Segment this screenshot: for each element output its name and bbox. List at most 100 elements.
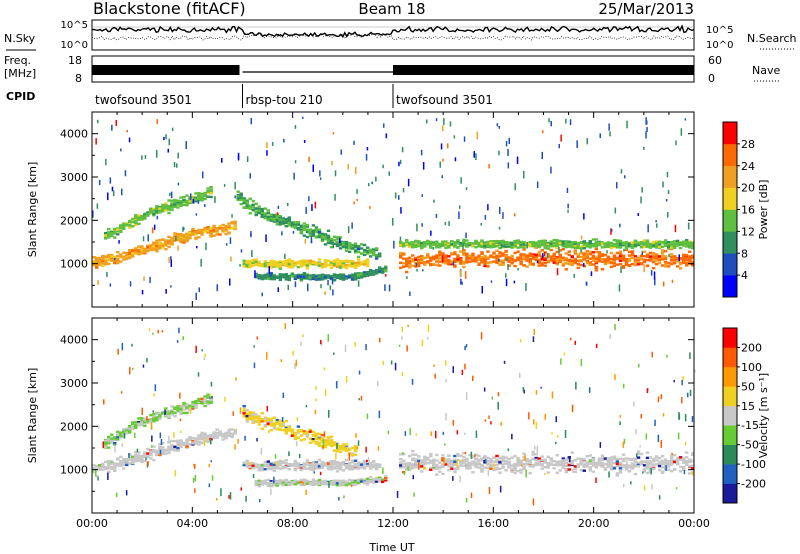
range-cell [450, 260, 454, 263]
range-cell [302, 467, 307, 470]
scatter-cell [230, 256, 232, 262]
range-cell [284, 459, 288, 462]
scatter-cell [308, 156, 310, 163]
range-cell [197, 192, 201, 196]
range-cell [621, 242, 626, 246]
range-cell [221, 438, 225, 441]
range-cell [185, 439, 189, 443]
range-cell [669, 259, 674, 262]
range-cell [305, 264, 310, 267]
range-cell [113, 441, 117, 445]
range-cell [573, 240, 577, 244]
scatter-cell [283, 138, 285, 143]
range-cell [432, 241, 436, 244]
scatter-cell [452, 261, 455, 266]
range-cell [338, 481, 343, 484]
scatter-cell [371, 181, 373, 185]
range-cell [173, 237, 177, 240]
range-cell [272, 213, 276, 217]
range-cell [155, 250, 159, 253]
range-cell [492, 260, 496, 263]
range-cell [356, 264, 361, 267]
range-cell [682, 256, 686, 259]
range-cell [185, 403, 189, 407]
range-cell [504, 254, 508, 258]
range-cell [344, 467, 349, 470]
scatter-cell [334, 193, 336, 201]
range-cell [636, 258, 641, 261]
range-cell [498, 263, 502, 266]
range-cell [555, 263, 559, 266]
range-cell [510, 243, 514, 246]
range-cell [155, 412, 159, 415]
range-cell [651, 260, 656, 264]
range-cell [435, 260, 439, 263]
range-cell [627, 259, 632, 262]
range-cell [332, 461, 337, 464]
scatter-cell [98, 179, 101, 185]
range-cell [504, 242, 508, 245]
range-cell [423, 262, 427, 265]
range-cell [296, 262, 301, 265]
range-cell [441, 465, 445, 469]
range-cell [263, 273, 267, 277]
range-cell [302, 234, 307, 237]
range-cell [368, 462, 373, 465]
range-cell [350, 454, 355, 457]
scatter-cell [185, 141, 187, 150]
range-cell [597, 254, 602, 257]
range-cell [371, 463, 376, 467]
range-cell [414, 465, 418, 469]
range-cell [173, 203, 177, 206]
range-cell [507, 259, 511, 262]
range-cell [314, 442, 319, 445]
range-cell [92, 467, 96, 470]
range-cell [489, 246, 493, 249]
range-cell [456, 258, 460, 261]
range-cell [411, 246, 415, 249]
range-cell [200, 431, 204, 435]
range-cell [275, 263, 279, 266]
range-cell [314, 275, 319, 278]
range-cell [179, 240, 183, 244]
range-cell [278, 463, 282, 467]
range-cell [666, 241, 671, 244]
range-cell [326, 275, 331, 278]
range-cell [227, 222, 231, 225]
range-cell [269, 277, 273, 280]
range-cell [185, 204, 189, 207]
range-cell [341, 463, 346, 466]
range-cell [314, 441, 319, 444]
range-cell [543, 246, 547, 250]
range-cell [633, 242, 638, 245]
range-cell [432, 462, 436, 466]
range-cell [573, 260, 577, 263]
scatter-cell [484, 214, 487, 220]
range-cell [537, 264, 541, 267]
range-cell [654, 243, 659, 246]
scatter-cell [398, 161, 400, 167]
range-cell [338, 247, 343, 250]
range-cell [615, 241, 620, 245]
range-cell [368, 272, 373, 276]
range-cell [335, 482, 340, 485]
scatter-cell [287, 203, 289, 207]
scatter-cell [332, 242, 334, 249]
range-cell [374, 477, 379, 481]
range-cell [600, 257, 605, 261]
range-cell [185, 236, 189, 239]
range-cell [603, 258, 608, 261]
range-cell [257, 212, 261, 215]
range-cell [450, 461, 454, 464]
range-cell [368, 251, 373, 254]
range-cell [203, 432, 207, 435]
range-cell [131, 421, 135, 425]
range-cell [332, 467, 337, 470]
scatter-cell [406, 276, 408, 279]
range-cell [411, 449, 415, 453]
range-cell [417, 458, 421, 461]
range-cell [272, 265, 276, 268]
range-cell [152, 209, 156, 213]
range-cell [624, 258, 629, 262]
range-cell [314, 465, 319, 468]
